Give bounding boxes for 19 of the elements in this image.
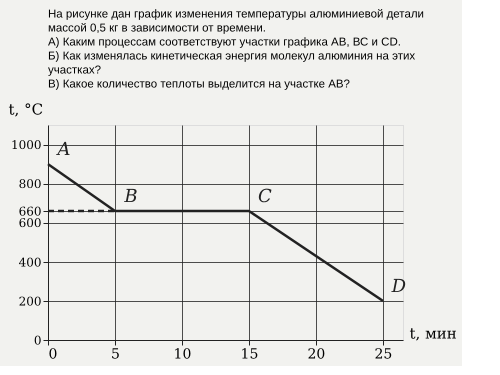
y-tick-label: 200 (18, 294, 42, 308)
annotation: D (390, 276, 407, 297)
y-tick-label: 1000 (10, 138, 42, 152)
x-tick-label: 15 (240, 346, 258, 362)
x-tick-label: 20 (308, 346, 326, 362)
annotation: B (123, 186, 138, 207)
y-axis-title: t, °C (8, 100, 44, 118)
y-tick-label: 400 (18, 255, 42, 270)
y-tick-label: 0 (34, 334, 42, 348)
x-tick-label: 25 (374, 346, 392, 362)
x-axis-title: t, мин (410, 324, 457, 342)
y-tick-label: 800 (18, 177, 42, 192)
x-tick-label: 5 (111, 346, 120, 362)
y-tick-label: 660 (18, 204, 42, 218)
x-tick-label: 10 (174, 346, 192, 362)
annotation: C (258, 186, 272, 207)
y-tick-label: 600 (18, 216, 42, 230)
chart-title: На рисунке дан график изменения температуры алюминиевой детали массой 0,5 кг в зависимости от времени. А) Каким процессам соответствуют участки графика АВ, ВС и CD. Б) Как изменялась кинетическая энергия молекул алюминия на этих участках? В) Какое количество теплоты выделится на участке АВ? (48, 8, 424, 90)
x-tick-label: 0 (48, 346, 58, 362)
